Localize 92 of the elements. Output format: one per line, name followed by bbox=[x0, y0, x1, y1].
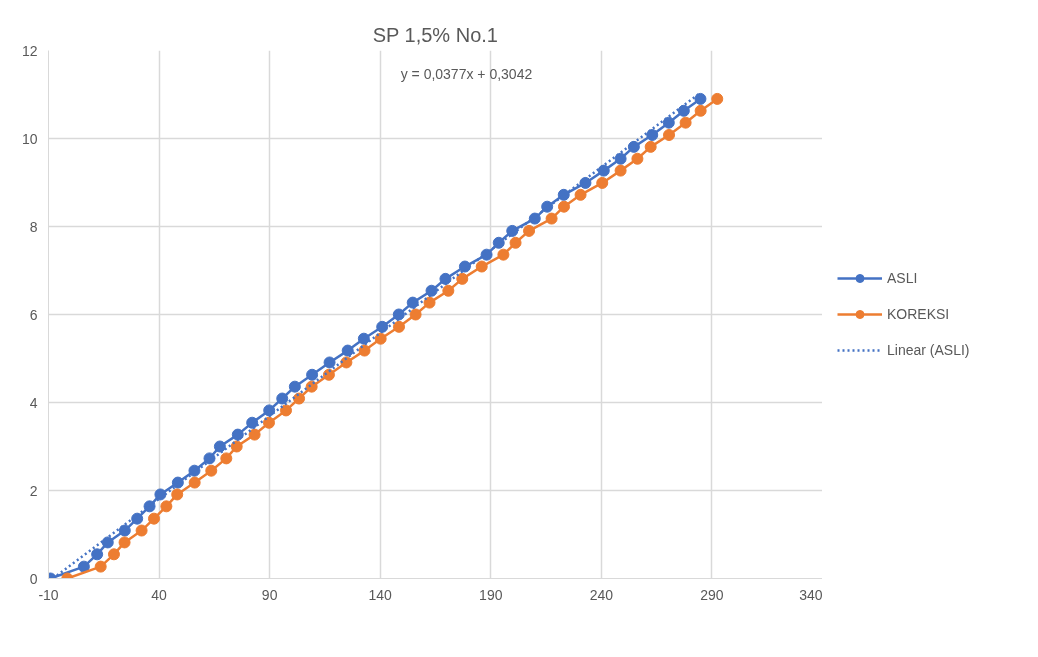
point bbox=[231, 428, 244, 441]
point bbox=[94, 560, 107, 573]
point bbox=[248, 428, 261, 441]
point bbox=[118, 536, 131, 549]
point bbox=[107, 548, 120, 561]
point bbox=[376, 320, 389, 333]
point bbox=[677, 104, 690, 117]
point bbox=[406, 296, 419, 309]
point bbox=[246, 416, 259, 429]
point bbox=[475, 260, 488, 273]
y-tick-label: 10 bbox=[21, 130, 38, 147]
y-tick-label: 8 bbox=[29, 218, 38, 235]
point bbox=[492, 236, 505, 249]
legend-label: Linear (ASLI) bbox=[887, 342, 970, 358]
point bbox=[171, 488, 184, 501]
x-tick-label: 240 bbox=[589, 586, 614, 603]
annotation: y = 0,0377x + 0,3042 bbox=[400, 66, 533, 83]
point bbox=[205, 464, 218, 477]
point bbox=[409, 308, 422, 321]
point bbox=[131, 512, 144, 525]
legend-label: ASLI bbox=[887, 270, 918, 286]
point bbox=[509, 236, 522, 249]
point bbox=[374, 332, 387, 345]
point bbox=[541, 200, 554, 213]
point bbox=[135, 524, 148, 537]
point bbox=[188, 476, 201, 489]
point bbox=[557, 200, 570, 213]
point bbox=[646, 128, 659, 141]
point bbox=[77, 560, 90, 573]
point bbox=[679, 116, 692, 129]
point bbox=[456, 272, 469, 285]
point bbox=[662, 116, 675, 129]
point bbox=[423, 296, 436, 309]
point bbox=[358, 344, 371, 357]
point bbox=[263, 404, 276, 417]
y-tick-label: 6 bbox=[29, 306, 38, 323]
point bbox=[663, 128, 676, 141]
point bbox=[545, 212, 558, 225]
point bbox=[627, 140, 640, 153]
point bbox=[596, 176, 609, 189]
point bbox=[614, 152, 627, 165]
point bbox=[694, 92, 707, 105]
y-tick-label: 12 bbox=[21, 42, 38, 59]
point bbox=[393, 320, 406, 333]
chart-title: SP 1,5% No.1 bbox=[372, 23, 498, 46]
point bbox=[425, 284, 438, 297]
point bbox=[631, 152, 644, 165]
point bbox=[213, 440, 226, 453]
point bbox=[711, 92, 724, 105]
point bbox=[91, 548, 104, 561]
point bbox=[557, 188, 570, 201]
point bbox=[147, 512, 160, 525]
x-tick-label: 40 bbox=[151, 586, 168, 603]
point bbox=[597, 164, 610, 177]
point bbox=[262, 416, 275, 429]
point bbox=[306, 368, 319, 381]
x-tick-label: 140 bbox=[368, 586, 393, 603]
point bbox=[276, 392, 289, 405]
y-tick-label: 0 bbox=[29, 570, 38, 587]
point bbox=[439, 272, 452, 285]
point bbox=[280, 404, 293, 417]
x-tick-label: 190 bbox=[479, 586, 503, 603]
x-tick-label: 340 bbox=[799, 586, 823, 603]
point bbox=[694, 104, 707, 117]
point bbox=[118, 524, 131, 537]
point bbox=[574, 188, 587, 201]
point bbox=[101, 536, 114, 549]
point bbox=[644, 140, 657, 153]
point bbox=[160, 500, 173, 513]
point bbox=[230, 440, 243, 453]
point bbox=[392, 308, 405, 321]
point bbox=[341, 344, 354, 357]
point bbox=[188, 464, 201, 477]
x-tick-label: 290 bbox=[700, 586, 724, 603]
x-tick-label: 90 bbox=[261, 586, 278, 603]
point bbox=[323, 356, 336, 369]
point bbox=[442, 284, 455, 297]
point bbox=[203, 452, 216, 465]
point bbox=[523, 224, 536, 237]
y-tick-label: 4 bbox=[29, 394, 38, 411]
point bbox=[506, 224, 519, 237]
x-tick-label: -10 bbox=[38, 586, 59, 603]
point bbox=[357, 332, 370, 345]
point bbox=[293, 392, 306, 405]
y-tick-label: 2 bbox=[29, 482, 38, 499]
point bbox=[154, 488, 167, 501]
point bbox=[497, 248, 510, 261]
point bbox=[288, 380, 301, 393]
point bbox=[579, 176, 592, 189]
point bbox=[220, 452, 233, 465]
point bbox=[614, 164, 627, 177]
legend-label: KOREKSI bbox=[887, 306, 950, 322]
